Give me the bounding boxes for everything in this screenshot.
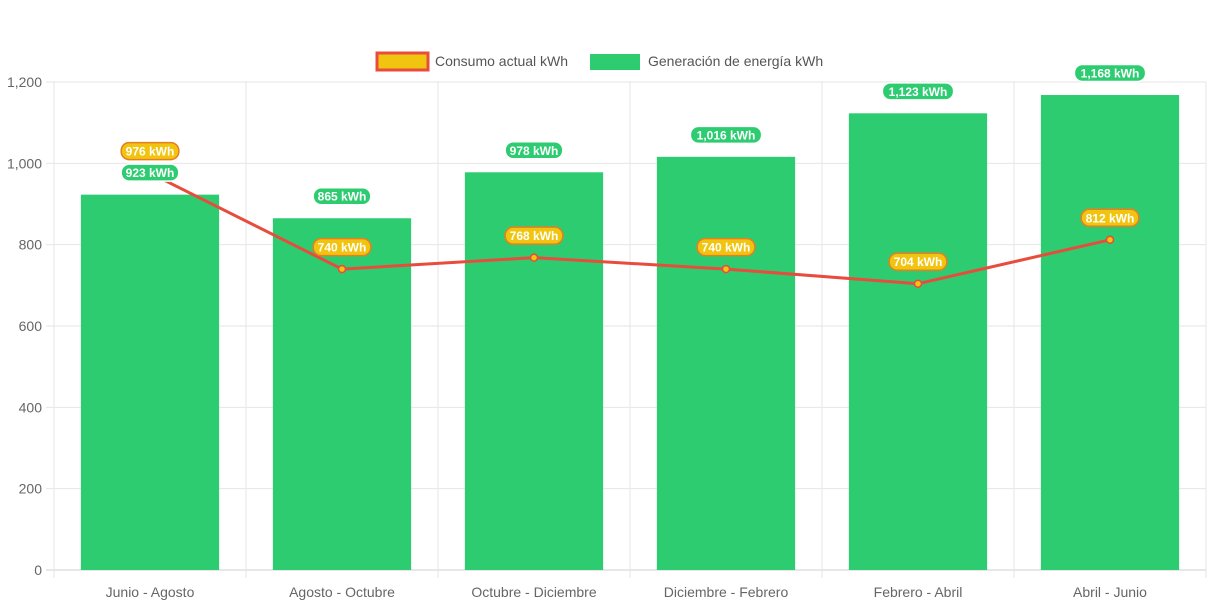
data-label-generacion: 923 kWh — [120, 163, 180, 182]
data-label-generacion-text: 923 kWh — [126, 166, 175, 180]
data-label-consumo: 740 kWh — [696, 237, 756, 257]
y-tick-label: 0 — [34, 562, 42, 578]
x-tick-label: Febrero - Abril — [874, 584, 963, 600]
y-tick-label: 800 — [19, 237, 43, 253]
bar-generacion[interactable] — [272, 218, 412, 570]
data-label-generacion-bg — [120, 163, 180, 182]
y-tick-label: 400 — [19, 399, 43, 415]
data-label-generacion: 978 kWh — [504, 141, 564, 160]
y-axis-ticks: 0 200 400 600 800 1,000 1,200 — [7, 74, 42, 578]
legend-label-generacion: Generación de energía kWh — [648, 53, 823, 69]
data-label-consumo: 812 kWh — [1080, 208, 1140, 228]
bar-generacion[interactable] — [80, 194, 220, 570]
data-label-consumo-text: 740 kWh — [318, 241, 367, 255]
data-label-consumo-bg — [312, 237, 372, 257]
data-label-generacion-bg — [689, 125, 763, 145]
x-axis-ticks: Junio - Agosto Agosto - Octubre Octubre - … — [106, 584, 1148, 600]
point-consumo[interactable] — [529, 253, 539, 262]
point-consumo[interactable] — [721, 264, 731, 274]
bar-generacion[interactable] — [1040, 95, 1180, 570]
data-label-generacion-text: 1,123 kWh — [889, 85, 948, 99]
data-label-generacion: 1,123 kWh — [881, 82, 955, 101]
bar-generacion[interactable] — [848, 113, 988, 571]
data-label-consumo: 704 kWh — [888, 252, 948, 271]
x-tick-label: Junio - Agosto — [106, 584, 195, 600]
point-consumo[interactable] — [913, 279, 923, 288]
y-tick-label: 200 — [19, 481, 43, 497]
data-label-consumo-text: 812 kWh — [1086, 211, 1135, 225]
data-label-consumo-text: 704 kWh — [894, 255, 943, 269]
data-label-generacion-bg — [1073, 63, 1147, 83]
bar-generacion[interactable] — [656, 156, 796, 570]
data-label-generacion-text: 978 kWh — [510, 144, 559, 158]
data-label-consumo-bg — [1080, 208, 1140, 228]
data-label-consumo-text: 768 kWh — [510, 229, 559, 243]
data-label-consumo: 740 kWh — [312, 237, 372, 257]
data-label-generacion-bg — [504, 141, 564, 160]
point-consumo[interactable] — [1105, 235, 1115, 245]
line-series — [145, 168, 1115, 288]
data-label-generacion-text: 865 kWh — [318, 190, 367, 204]
data-label-generacion: 1,168 kWh — [1073, 63, 1147, 83]
data-label-generacion: 1,016 kWh — [689, 125, 763, 145]
y-tick-label: 1,000 — [7, 155, 42, 171]
x-tick-label: Diciembre - Febrero — [664, 584, 789, 600]
point-consumo[interactable] — [337, 264, 347, 274]
x-tick-label: Abril - Junio — [1073, 584, 1147, 600]
data-label-consumo: 976 kWh — [120, 141, 180, 161]
data-label-consumo-bg — [696, 237, 756, 257]
legend[interactable]: Consumo actual kWh Generación de energía… — [375, 51, 823, 72]
data-label-consumo: 768 kWh — [504, 226, 564, 245]
legend-item-generacion[interactable]: Generación de energía kWh — [590, 53, 823, 70]
data-label-consumo-text: 740 kWh — [702, 241, 751, 255]
legend-item-consumo[interactable]: Consumo actual kWh — [375, 51, 568, 72]
data-label-generacion-text: 1,016 kWh — [697, 128, 756, 142]
data-label-generacion: 865 kWh — [312, 186, 372, 206]
data-label-consumo-text: 976 kWh — [126, 145, 175, 159]
data-label-generacion-text: 1,168 kWh — [1081, 67, 1140, 81]
bar-series — [80, 95, 1180, 571]
x-tick-label: Octubre - Diciembre — [471, 584, 596, 600]
grid-lines — [46, 81, 1207, 578]
legend-swatch-generacion — [590, 54, 640, 70]
y-tick-label: 600 — [19, 318, 43, 334]
legend-swatch-consumo — [375, 51, 430, 72]
data-label-consumo-bg — [888, 252, 948, 271]
data-labels: 923 kWh 865 kWh 978 kWh 1,016 kWh 1,123 kWh 1… — [120, 63, 1147, 271]
legend-label-consumo: Consumo actual kWh — [435, 53, 568, 69]
y-tick-label: 1,200 — [7, 74, 42, 90]
x-tick-label: Agosto - Octubre — [289, 584, 395, 600]
data-label-consumo-bg — [120, 141, 180, 161]
line-consumo — [149, 171, 1111, 286]
data-label-consumo-bg — [504, 226, 564, 245]
data-label-generacion-bg — [312, 186, 372, 206]
data-label-generacion-bg — [881, 82, 955, 101]
